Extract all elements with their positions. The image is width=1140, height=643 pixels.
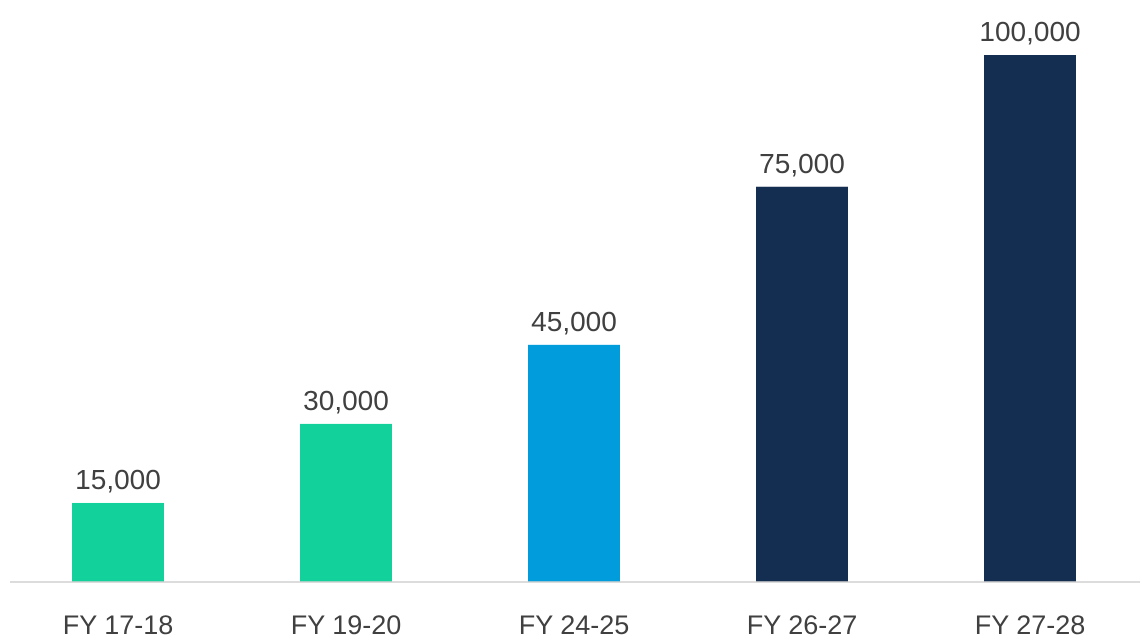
bar-value-label-5: 100,000	[979, 16, 1080, 47]
x-tick-label-3: FY 24-25	[519, 610, 630, 640]
bar-2	[300, 423, 392, 582]
bars-layer	[72, 55, 1076, 582]
bar-value-label-2: 30,000	[303, 385, 389, 416]
bar-value-label-3: 45,000	[531, 306, 617, 337]
bar-1	[72, 502, 164, 582]
bar-3	[528, 344, 620, 582]
x-tick-labels: FY 17-18 FY 19-20 FY 24-25 FY 26-27 FY 27-28	[63, 610, 1086, 640]
bar-4	[756, 186, 848, 582]
x-tick-label-5: FY 27-28	[975, 610, 1086, 640]
bar-value-label-1: 15,000	[75, 464, 161, 495]
bar-value-label-4: 75,000	[759, 148, 845, 179]
value-labels-layer: 15,000 30,000 45,000 75,000 100,000	[75, 16, 1080, 495]
x-tick-label-4: FY 26-27	[747, 610, 858, 640]
bar-5	[984, 55, 1076, 582]
x-tick-label-2: FY 19-20	[291, 610, 402, 640]
x-tick-label-1: FY 17-18	[63, 610, 174, 640]
